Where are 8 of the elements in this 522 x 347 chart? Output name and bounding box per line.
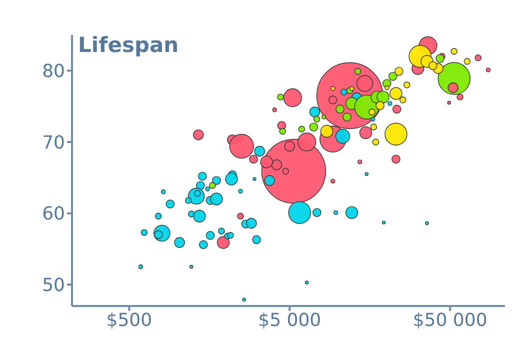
y-tick-label: 60	[42, 204, 65, 225]
y-axis-title: Lifespan	[78, 33, 179, 57]
y-tick-label: 80	[42, 61, 65, 82]
x-tick-label: $50 000	[412, 310, 488, 331]
x-tick-label: $5 000	[258, 310, 322, 331]
y-tick-label: 50	[42, 274, 65, 296]
x-tick-label: $500	[106, 310, 152, 331]
y-tick-label: 70	[42, 132, 65, 154]
